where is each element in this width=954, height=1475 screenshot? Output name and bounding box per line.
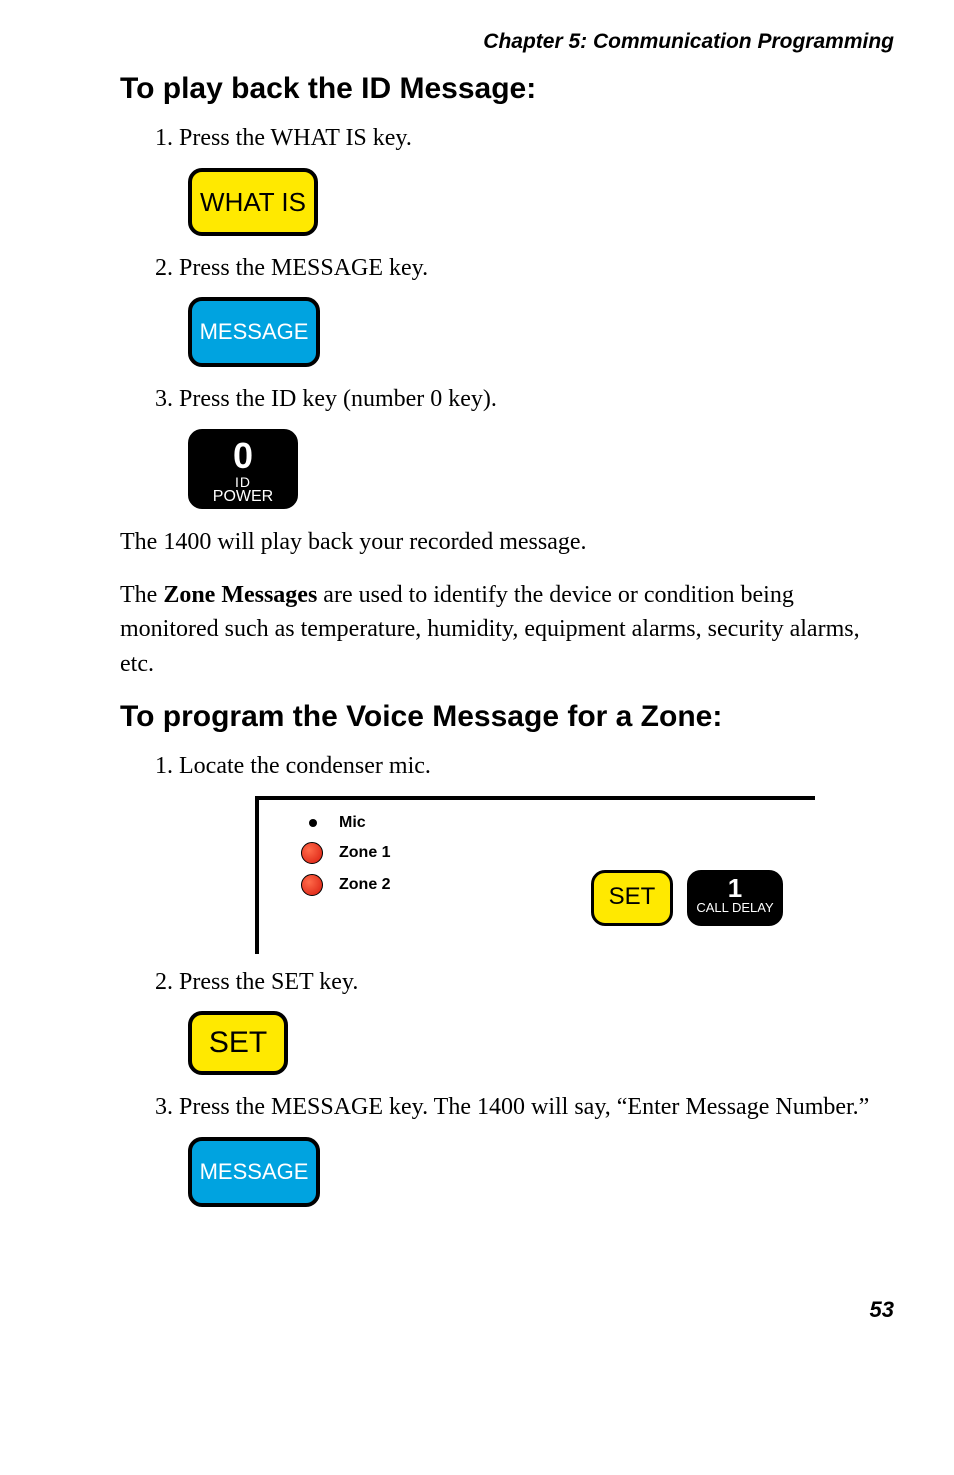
whatis-key-graphic: WHAT IS xyxy=(188,168,894,236)
playback-step-3: 3. Press the ID key (number 0 key). xyxy=(155,383,894,417)
zone1-label: Zone 1 xyxy=(339,844,391,862)
device-panel-diagram: Mic Zone 1 Zone 2 SET 1 CALL DELAY xyxy=(255,796,815,954)
zone1-row: Zone 1 xyxy=(279,842,795,864)
set-key: SET xyxy=(188,1011,288,1075)
id-power-key: 0 ID POWER xyxy=(188,429,298,509)
message-key-graphic: MESSAGE xyxy=(188,297,894,367)
zero-power-label: POWER xyxy=(192,489,294,506)
mic-label: Mic xyxy=(339,814,366,832)
playback-step-1: 1. Press the WHAT IS key. xyxy=(155,122,894,156)
mic-dot-icon xyxy=(309,819,317,827)
zone1-led-icon xyxy=(301,842,323,864)
voice-heading: To program the Voice Message for a Zone: xyxy=(120,700,894,734)
zero-id-label: ID xyxy=(192,475,294,490)
body2-bold: Zone Messages xyxy=(163,582,317,608)
playback-result-text: The 1400 will play back your recorded me… xyxy=(120,525,894,560)
voice-step-3: 3. Press the MESSAGE key. The 1400 will … xyxy=(155,1091,894,1125)
panel-keys-group: SET 1 CALL DELAY xyxy=(591,870,783,926)
chapter-header: Chapter 5: Communication Programming xyxy=(60,30,894,54)
call-delay-key: 1 CALL DELAY xyxy=(687,870,783,926)
zero-key-graphic: 0 ID POWER xyxy=(188,429,894,509)
set-key-small: SET xyxy=(591,870,673,926)
calldelay-num: 1 xyxy=(690,875,780,901)
voice-step-1: 1. Locate the condenser mic. xyxy=(155,750,894,784)
zone-messages-text: The Zone Messages are used to identify t… xyxy=(120,578,894,682)
mic-row: Mic xyxy=(279,814,795,832)
whatis-key: WHAT IS xyxy=(188,168,318,236)
message-key-2: MESSAGE xyxy=(188,1137,320,1207)
message-key: MESSAGE xyxy=(188,297,320,367)
page-number: 53 xyxy=(60,1297,894,1323)
voice-step-2: 2. Press the SET key. xyxy=(155,966,894,1000)
zero-num: 0 xyxy=(192,437,294,475)
calldelay-label: CALL DELAY xyxy=(690,901,780,914)
playback-heading: To play back the ID Message: xyxy=(120,72,894,106)
playback-step-2: 2. Press the MESSAGE key. xyxy=(155,252,894,286)
set-key-graphic: SET xyxy=(188,1011,894,1075)
body2-prefix: The xyxy=(120,582,163,608)
zone2-led-icon xyxy=(301,874,323,896)
message-key-graphic-2: MESSAGE xyxy=(188,1137,894,1207)
zone2-label: Zone 2 xyxy=(339,876,391,894)
